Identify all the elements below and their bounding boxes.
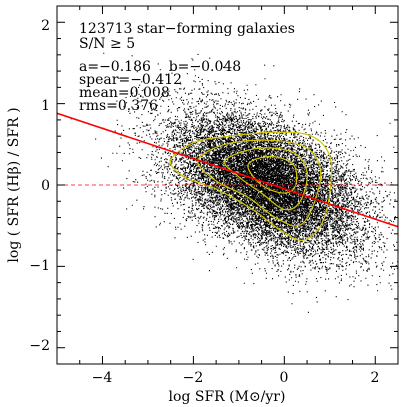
x-axis-label: log SFR (M⊙/yr) (169, 389, 286, 405)
contour-outer (169, 131, 333, 241)
x-tick-label: 0 (280, 370, 289, 386)
annotation-snr: S/N ≥ 5 (79, 36, 135, 52)
y-tick-label: 0 (41, 178, 50, 194)
annotation-sample: 123713 star−forming galaxies (79, 21, 295, 37)
annotation-fit-params: a=−0.186 b=−0.048 (79, 59, 241, 75)
x-tick-label: 2 (371, 370, 380, 386)
plot-frame (56, 5, 399, 365)
y-tick-label: 2 (41, 18, 50, 34)
y-axis-label: log ( SFR (Hβ) / SFR ) (6, 107, 22, 262)
contour-second (197, 139, 322, 227)
stats-annotations: 123713 star−forming galaxies S/N ≥ 5 a=−… (79, 21, 295, 114)
contour-third (224, 147, 308, 211)
y-tick-label: −1 (29, 258, 50, 274)
scatter-points (70, 52, 398, 313)
annotation-rms: rms=0.376 (79, 98, 158, 114)
fit-line (57, 112, 398, 228)
x-tick-label: −2 (183, 370, 204, 386)
scatter-point-cloud (70, 52, 398, 313)
fit-lines (57, 112, 398, 228)
annotation-mean: mean=0.008 (79, 85, 170, 101)
annotation-spear: spear=−0.412 (79, 72, 182, 88)
y-tick-label: 1 (41, 98, 50, 114)
y-tick-label: −2 (29, 338, 50, 354)
x-tick-label: −4 (92, 370, 113, 386)
